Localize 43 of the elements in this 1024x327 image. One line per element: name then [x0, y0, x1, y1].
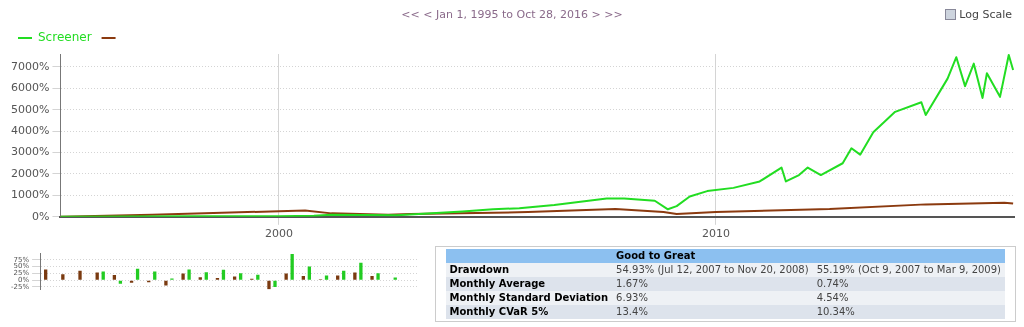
bar: [307, 266, 311, 280]
y-tick-label: 3000%: [10, 145, 50, 159]
bar: [273, 280, 277, 287]
category-label: Good to Great: [615, 249, 697, 263]
bar: [112, 275, 117, 280]
bar: [284, 273, 288, 280]
x-tick-label: 2010: [701, 227, 730, 241]
bar: [44, 269, 48, 280]
bar: [95, 272, 99, 280]
bar: [118, 280, 123, 284]
chart-subtitle: << < Jan 1, 1995 to Oct 28, 2016 > >>: [401, 8, 623, 21]
table-panel: Good to Great Drawdown 54.93% (Jul 12, 2007 to Nov 20, 2008) 55.19% (Oct 9, 2007 to Mar 9, 2009) Monthly Average 1.67% 0.74% Monthly Standard Deviation 6.93% 4.54% Monthly CVaR 5% 13.4% 10.34%: [434, 246, 1016, 322]
y-tick-label: 4000%: [10, 123, 50, 137]
y-tick-label: 5000%: [10, 102, 50, 116]
bar: [370, 276, 374, 280]
bar: [198, 277, 202, 280]
bar: [353, 272, 357, 280]
bar: [376, 273, 380, 280]
text: Log Scale: [959, 8, 1012, 21]
bar: [290, 254, 294, 280]
bar: [301, 276, 305, 280]
bar: [221, 269, 226, 280]
bar: [232, 276, 237, 280]
bar: [181, 273, 185, 280]
bar: [164, 280, 168, 286]
y-tick-label: 1000%: [10, 188, 50, 202]
bar: [359, 262, 363, 280]
x-tick-label: 2000: [264, 227, 293, 241]
bar: [256, 274, 260, 280]
y-tick-label: 2000%: [10, 166, 50, 180]
bar: [135, 268, 140, 280]
y-tick-label: 0%: [31, 209, 50, 223]
bar: [204, 272, 208, 280]
bar: [187, 269, 191, 280]
bar: [238, 273, 243, 280]
bar: [61, 274, 65, 280]
legend-label: Screener: [38, 30, 92, 45]
bar: [393, 277, 397, 280]
y-tick-label: 7000%: [10, 59, 50, 73]
bar: [267, 280, 271, 290]
bar: [342, 270, 346, 280]
bar: [78, 270, 82, 280]
y-tick-label: 6000%: [10, 81, 50, 95]
